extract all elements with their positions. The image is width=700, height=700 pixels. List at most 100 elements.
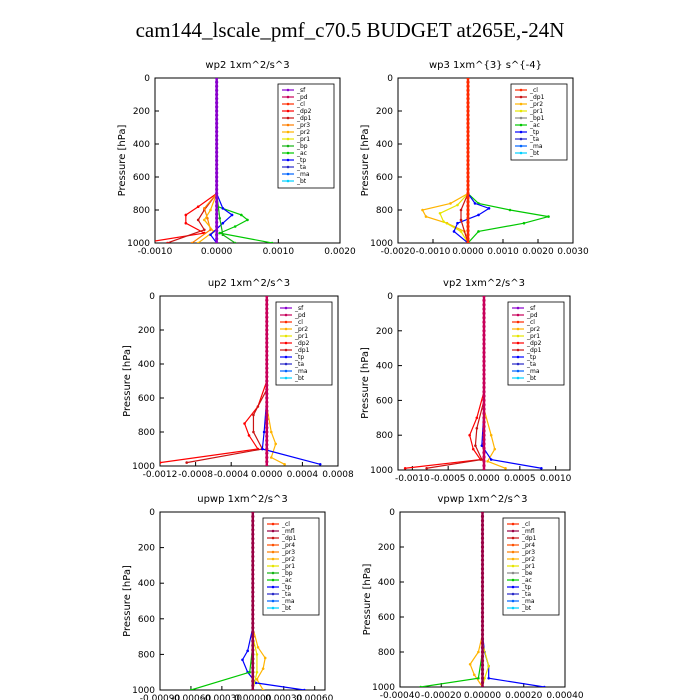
series-point (486, 460, 489, 463)
series-point (480, 580, 485, 584)
series-point (215, 84, 219, 88)
series-point (480, 650, 485, 654)
legend-label: _sf (296, 87, 306, 94)
legend-label: _sf (526, 305, 536, 312)
legend-marker (516, 306, 520, 310)
legend-label: _dp1 (281, 535, 297, 542)
y-tick-label: 400 (133, 140, 150, 150)
series-point (482, 455, 486, 459)
legend-marker (516, 348, 520, 352)
series-line-tp (209, 193, 234, 243)
series-point (504, 466, 507, 470)
series-point (466, 163, 470, 167)
series-point (254, 681, 258, 685)
series-point (251, 643, 255, 648)
series-point (482, 355, 486, 359)
legend-marker (516, 355, 520, 359)
x-tick-label: 0.00030 (265, 694, 302, 700)
series-point (215, 183, 219, 187)
series-point (251, 688, 255, 690)
series-point (480, 676, 485, 680)
series-point (466, 187, 470, 191)
series-point (466, 117, 470, 121)
series-point (466, 183, 470, 187)
legend-label: _mfl (281, 528, 295, 535)
series-point (482, 377, 486, 381)
series-point (425, 466, 428, 470)
series-point (265, 353, 269, 358)
series-point (265, 421, 269, 426)
series-point (230, 213, 234, 217)
series-point (265, 336, 269, 341)
series-point (215, 208, 219, 212)
series-point (251, 630, 255, 634)
panel-1: wp2 1xm^2/s^3 Pressure [hPa] 0 200 400 600 800… (117, 60, 356, 257)
plot-frame (154, 77, 341, 244)
series-point (480, 681, 485, 685)
series-point (251, 586, 255, 590)
series-point (480, 554, 485, 558)
series-point (255, 653, 259, 656)
series-point (251, 546, 255, 550)
series-point (251, 550, 255, 554)
series-point (477, 650, 480, 654)
series-group (155, 78, 274, 243)
series-point (466, 130, 470, 134)
series-point (466, 84, 470, 88)
x-tick-label: 0.00000 (464, 691, 501, 700)
legend-label: _pr2 (294, 326, 308, 333)
series-point (265, 332, 269, 336)
series-point (480, 632, 485, 637)
legend-label: _pr2 (526, 326, 540, 333)
legend-marker (284, 362, 288, 366)
series-point (482, 416, 486, 420)
series-point (251, 603, 255, 608)
series-point (265, 455, 269, 460)
series-point (466, 92, 470, 97)
series-point (265, 341, 269, 345)
y-axis-label: Pressure [hPa] (360, 347, 371, 419)
y-axis-label: Pressure [hPa] (362, 564, 373, 636)
series-point (246, 218, 249, 222)
series-point (215, 175, 219, 179)
legend-label: _pr3 (281, 549, 295, 556)
legend-marker (511, 599, 515, 603)
x-tick-label: -0.00030 (202, 694, 243, 700)
series-line-dp1 (186, 389, 268, 464)
series-point (240, 213, 243, 217)
legend-label: _ac (521, 577, 532, 584)
series-point (466, 109, 470, 113)
legend-marker (286, 151, 290, 155)
series-point (466, 88, 470, 92)
legend-label: _ma (296, 171, 310, 178)
series-point (466, 146, 470, 150)
series-point (482, 298, 486, 302)
series-point (466, 113, 470, 117)
series-point (480, 606, 485, 610)
series-point (466, 224, 470, 229)
series-point (480, 593, 485, 597)
x-tick-label: -0.0010 (395, 474, 430, 484)
series-point (482, 346, 486, 350)
legend-label: _ta (526, 361, 536, 368)
y-tick-label: 600 (376, 396, 393, 406)
legend-label: _ta (296, 164, 306, 171)
legend-marker (516, 320, 520, 324)
legend-label: _tp (296, 157, 306, 164)
legend-label: _cl (296, 101, 305, 108)
legend-label: _bp1 (529, 115, 545, 122)
series-point (251, 528, 255, 532)
series-point (547, 215, 550, 218)
series-point (482, 424, 486, 429)
legend-label: _pr1 (529, 108, 543, 115)
legend-marker (284, 355, 288, 359)
series-point (215, 80, 219, 84)
series-point (215, 237, 219, 241)
series-point (480, 576, 485, 580)
series-point (480, 672, 485, 676)
series-point (263, 656, 267, 660)
series-point (480, 558, 485, 562)
legend-label: _bt (296, 178, 307, 185)
series-point (466, 208, 470, 212)
legend-label: _ma (294, 368, 308, 375)
